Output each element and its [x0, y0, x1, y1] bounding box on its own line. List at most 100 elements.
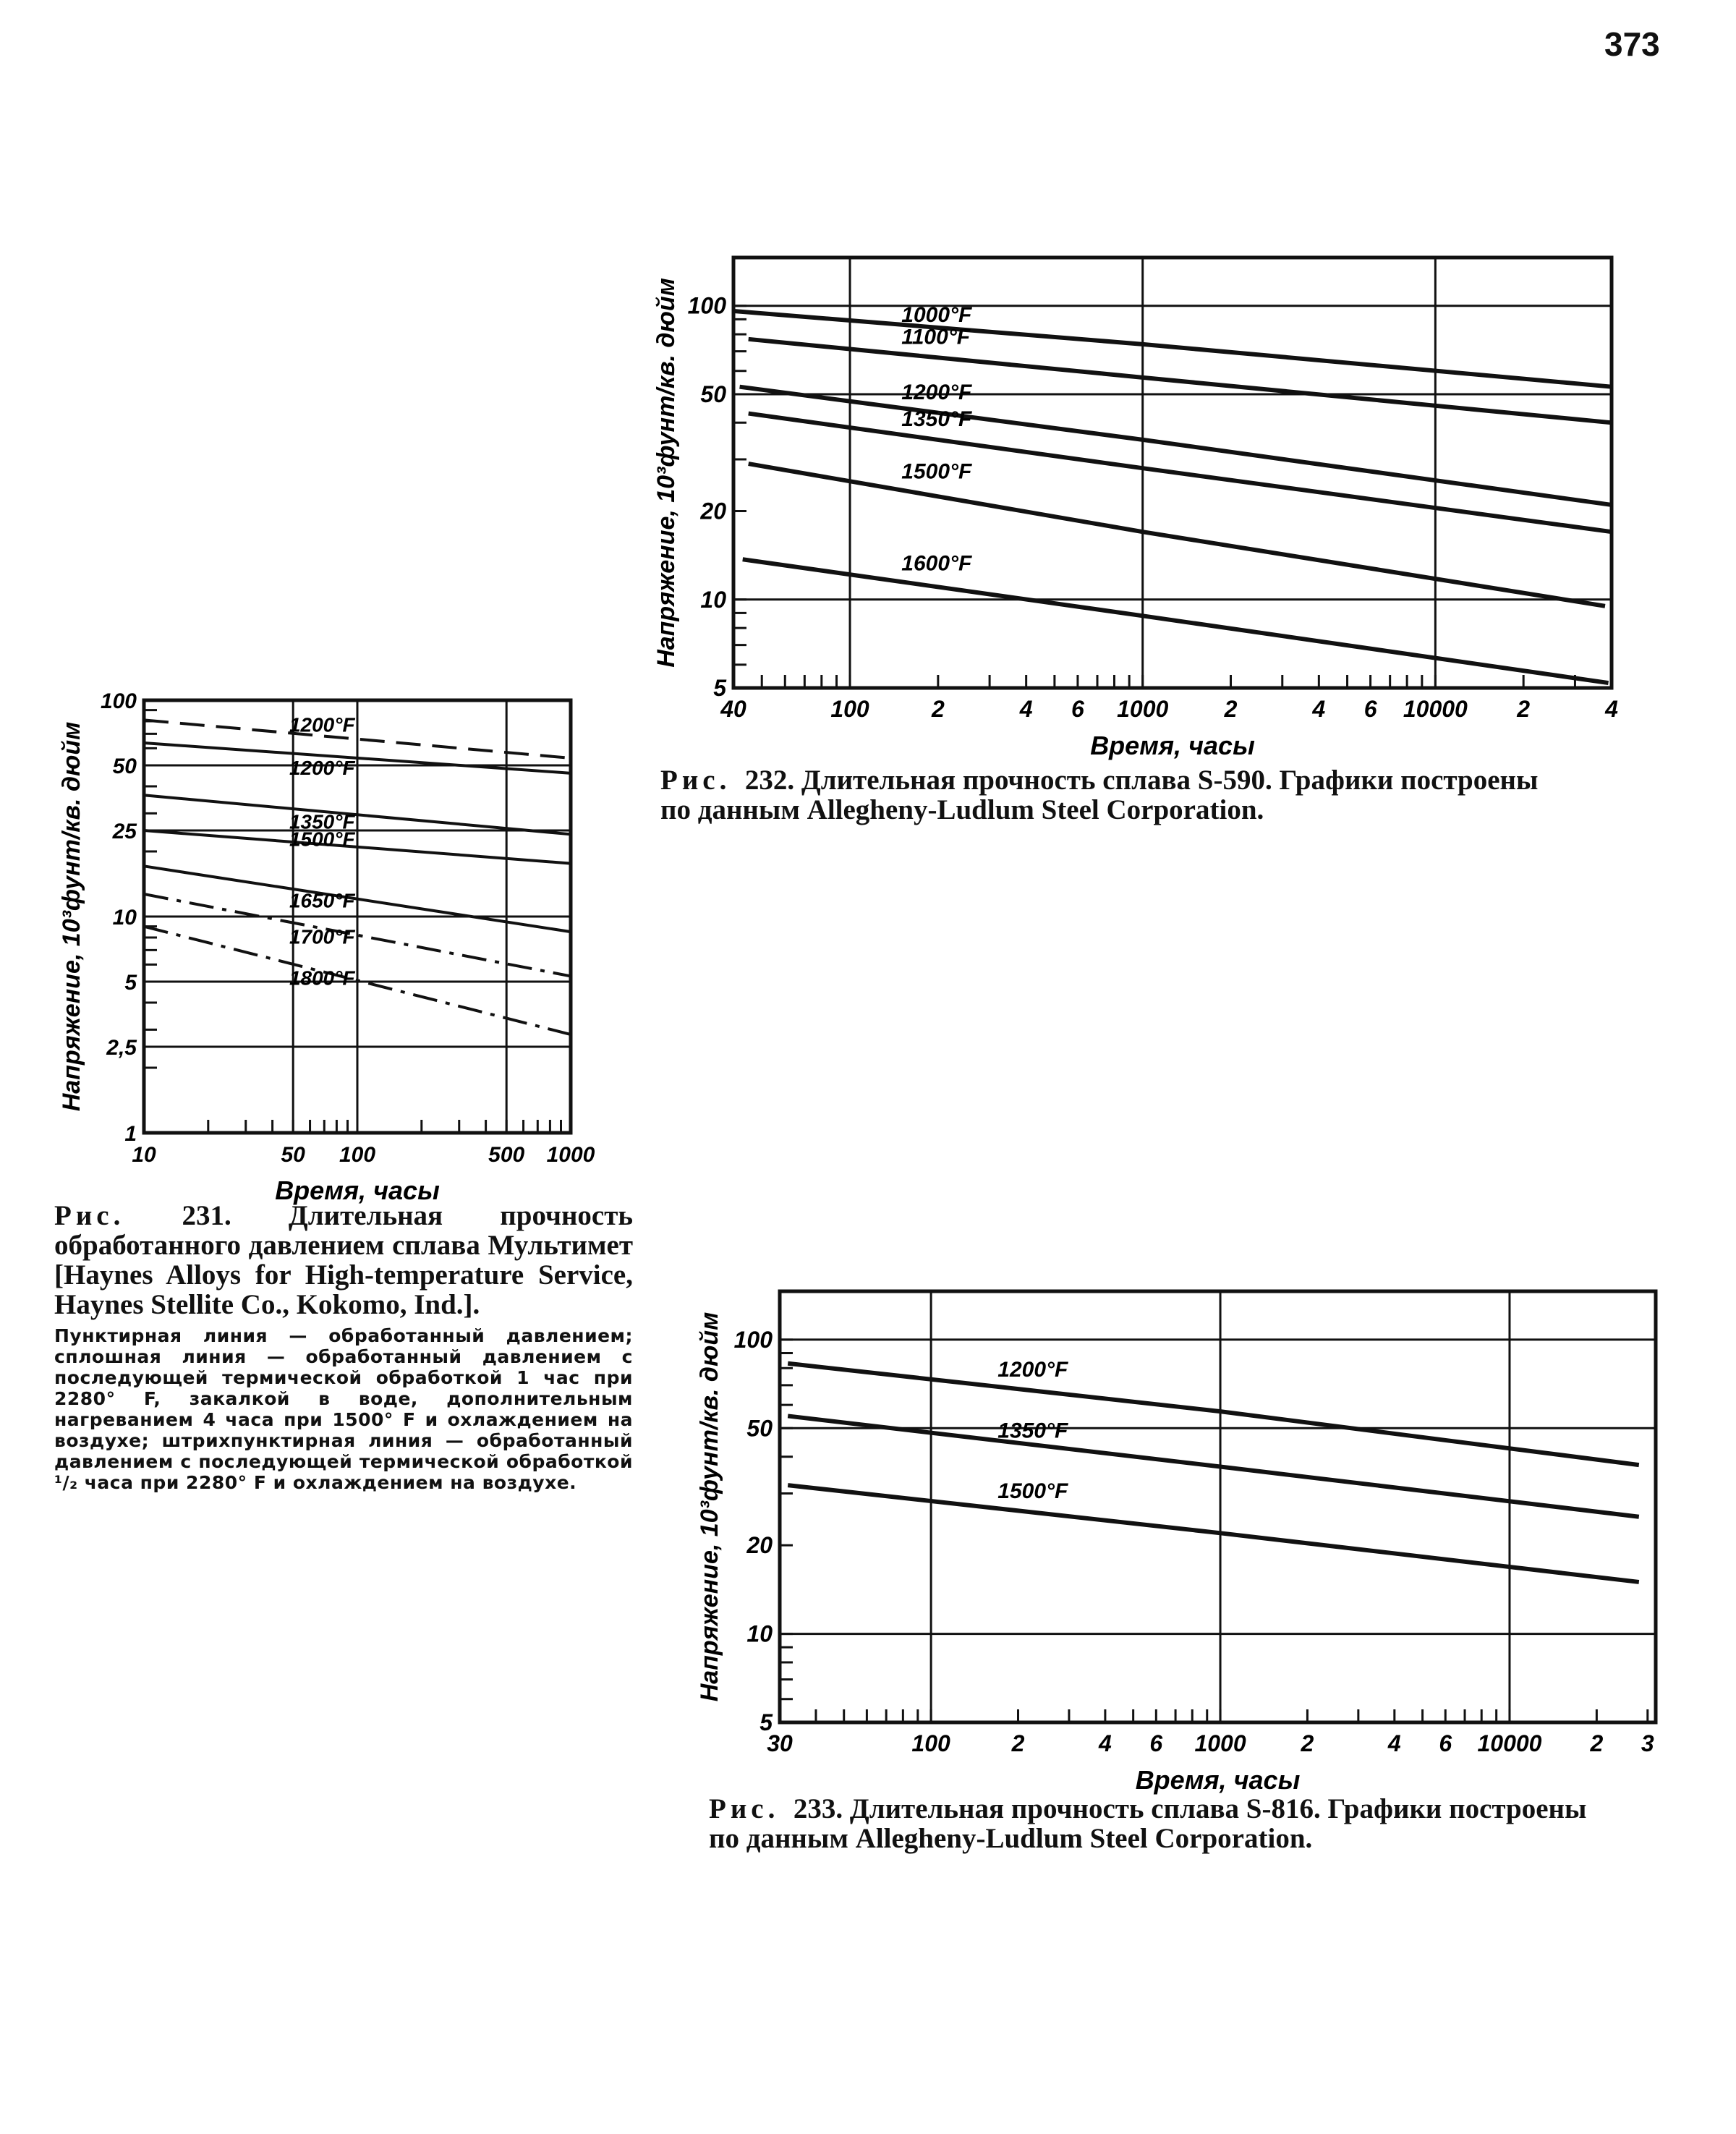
x-axis-title: Время, часы — [1136, 1765, 1301, 1795]
x-tick-label: 2 — [931, 696, 945, 722]
series-label: 1650°F — [289, 889, 355, 911]
series-line-1600f — [742, 557, 1609, 686]
page-number: 373 — [1604, 25, 1660, 63]
caption-text-line2: по данным Allegheny-Ludlum Steel Corpora… — [660, 794, 1264, 825]
x-tick-label: 1000 — [1194, 1730, 1246, 1756]
x-tick-label: 30 — [767, 1730, 793, 1756]
x-tick-label: 2 — [1589, 1730, 1603, 1756]
y-tick-label: 20 — [699, 498, 726, 524]
x-tick-label: 10 — [132, 1143, 156, 1167]
series-line-1200f — [739, 384, 1612, 507]
series-label: 1200°F — [289, 757, 355, 779]
x-tick-label: 10000 — [1403, 696, 1468, 722]
x-tick-label: 6 — [1439, 1730, 1452, 1756]
series-label: 1200°F — [997, 1358, 1068, 1382]
series-line-1500f — [748, 462, 1606, 608]
y-tick-label: 5 — [713, 675, 727, 701]
series-line-1350f — [748, 411, 1612, 535]
y-tick-label: 5 — [760, 1709, 773, 1735]
caption-text: 233. Длительная прочность сплава S-816. … — [793, 1793, 1587, 1824]
x-tick-label: 4 — [1604, 696, 1618, 722]
series-label: 1200°F — [289, 713, 355, 736]
series-line-1200f — [143, 741, 571, 775]
x-tick-label: 6 — [1071, 696, 1084, 722]
fig232-chart: 40 100 2 4 6 1000 2 4 6 10000 2 4 100 50 20 10 5 Время, ч… — [652, 255, 1618, 760]
y-tick-label: 10 — [113, 906, 137, 930]
y-tick-label: 2,5 — [106, 1036, 137, 1060]
y-tick-label: 1 — [124, 1122, 137, 1146]
x-tick-label: 4 — [1019, 696, 1033, 722]
series-label: 1350°F — [289, 811, 355, 833]
series-label: 1500°F — [997, 1479, 1068, 1503]
x-tick-label: 2 — [1224, 696, 1238, 722]
series-label: 1000°F — [901, 303, 972, 327]
caption-prefix: Рис. — [709, 1793, 780, 1824]
series-line-1350f — [143, 794, 571, 836]
x-tick-label: 4 — [1387, 1730, 1401, 1756]
caption-text: 231. Длительная прочность обработанного … — [54, 1200, 633, 1320]
series-label: 1700°F — [289, 926, 355, 948]
y-tick-label: 20 — [746, 1532, 773, 1558]
x-tick-label: 6 — [1364, 696, 1377, 722]
plot-frame — [142, 698, 573, 1135]
y-axis-title: Напряжение, 10³фунт/кв. дюйм — [696, 1312, 723, 1702]
x-tick-label: 50 — [281, 1143, 306, 1167]
series-label: 1100°F — [901, 325, 971, 349]
series-label: 1500°F — [289, 828, 355, 851]
plot-frame — [731, 255, 1614, 690]
caption-text-line2: по данным Allegheny-Ludlum Steel Corpora… — [709, 1823, 1313, 1854]
x-tick-label: 10000 — [1477, 1730, 1541, 1756]
caption-prefix: Рис. — [54, 1200, 125, 1231]
y-tick-label: 100 — [688, 293, 727, 319]
caption-text: 232. Длительная прочность сплава S-590. … — [744, 765, 1539, 796]
series-label: 1500°F — [901, 460, 972, 484]
series-line-1350f — [787, 1414, 1640, 1519]
figure-233-caption: Рис. 233. Длительная прочность сплава S-… — [709, 1794, 1678, 1853]
y-tick-label: 100 — [734, 1327, 773, 1353]
x-tick-label: 100 — [339, 1143, 375, 1167]
x-tick-label: 2 — [1516, 696, 1530, 722]
series-line-1200f — [787, 1361, 1640, 1468]
x-tick-label: 6 — [1149, 1730, 1162, 1756]
series-line-1000f — [733, 308, 1612, 389]
fig231-chart: 10 50 100 500 1000 100 50 25 10 5 2,5 1 Время, часы Н… — [58, 689, 595, 1205]
series-line-1500f — [787, 1483, 1640, 1584]
x-tick-label: 40 — [720, 696, 746, 722]
x-tick-label: 1000 — [547, 1143, 595, 1167]
x-tick-label: 2 — [1301, 1730, 1314, 1756]
series-label: 1600°F — [901, 551, 972, 575]
series-label: 1350°F — [997, 1419, 1068, 1442]
y-tick-label: 50 — [700, 381, 726, 407]
x-tick-label: 100 — [830, 696, 869, 722]
y-axis-title: Напряжение, 10³фунт/кв. дюйм — [652, 278, 680, 668]
y-tick-label: 25 — [112, 820, 138, 843]
y-tick-label: 50 — [113, 754, 137, 778]
caption-note: Пунктирная линия — обработанный давление… — [54, 1325, 633, 1493]
x-tick-label: 1000 — [1117, 696, 1168, 722]
series-line-1500f — [143, 829, 571, 865]
figure-232-caption: Рис. 232. Длительная прочность сплава S-… — [660, 765, 1630, 825]
x-tick-label: 4 — [1311, 696, 1325, 722]
series-line-1650f — [143, 864, 571, 934]
series-label: 1200°F — [901, 381, 972, 404]
figure-231-caption: Рис. 231. Длительная прочность обработан… — [54, 1201, 633, 1493]
y-tick-label: 10 — [700, 587, 726, 613]
y-tick-label: 100 — [101, 689, 137, 713]
caption-prefix: Рис. — [660, 765, 731, 796]
series-label: 1800°F — [289, 967, 355, 990]
series-line-1800f — [143, 924, 571, 1036]
x-tick-label: 2 — [1011, 1730, 1025, 1756]
x-tick-label: 4 — [1098, 1730, 1112, 1756]
x-tick-label: 500 — [488, 1143, 524, 1167]
fig233-chart: 30 100 2 4 6 1000 2 4 6 10000 2 3 100 50 20 10 5 Время, ч… — [696, 1289, 1658, 1795]
x-tick-label: 100 — [911, 1730, 950, 1756]
y-tick-label: 50 — [746, 1415, 773, 1441]
x-tick-label: 3 — [1641, 1730, 1654, 1756]
x-axis-title: Время, часы — [1090, 731, 1255, 760]
y-tick-label: 5 — [124, 971, 137, 995]
y-axis-title: Напряжение, 10³фунт/кв. дюйм — [58, 722, 85, 1112]
series-label: 1350°F — [901, 407, 972, 431]
plot-frame — [778, 1289, 1658, 1725]
x-axis-title: Время, часы — [275, 1176, 440, 1205]
